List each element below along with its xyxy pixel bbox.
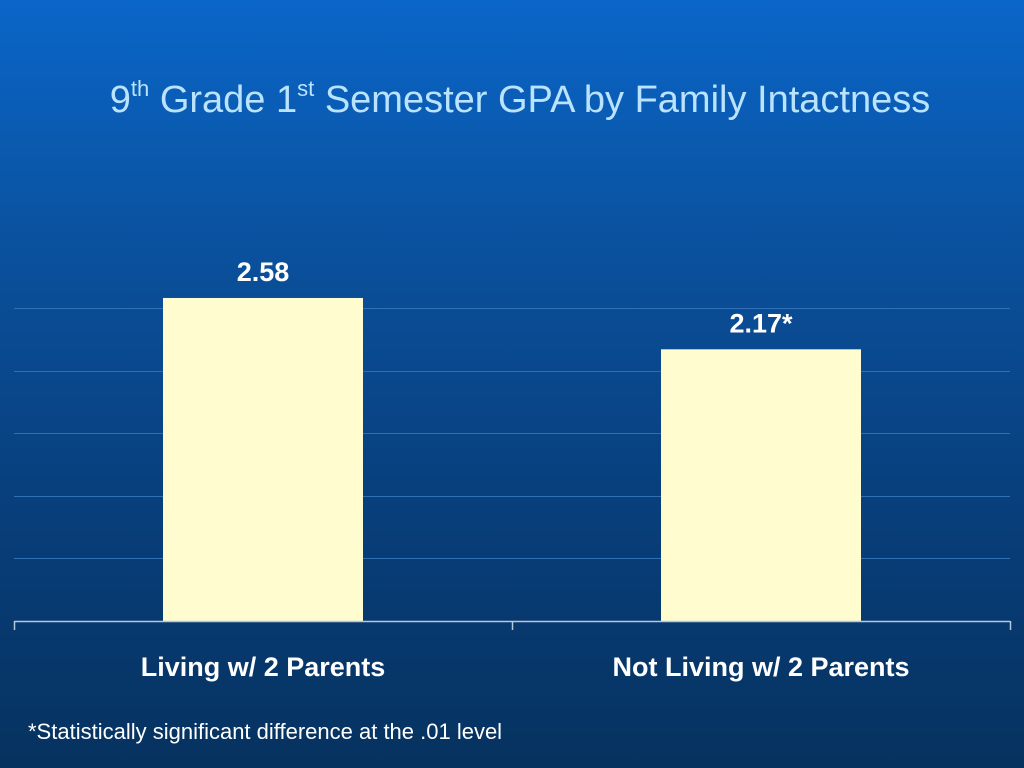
title-grade-number: 9 [109, 79, 131, 121]
title-grade-text: Grade 1 [149, 79, 298, 121]
title-semester-text: Semester GPA by Family Intactness [314, 79, 931, 121]
title-superscript-st: st [297, 76, 315, 101]
chart-title: 9th Grade 1st Semester GPA by Family Int… [0, 76, 1024, 124]
footnote: *Statistically significant difference at… [28, 719, 503, 744]
data-label-2: 2.17* [729, 308, 793, 338]
x-tick-label-2: Not Living w/ 2 Parents [612, 652, 909, 682]
bar-2 [661, 349, 861, 621]
x-tick-label-1: Living w/ 2 Parents [141, 652, 386, 682]
title-superscript-th: th [130, 76, 150, 101]
data-label-1: 2.58 [237, 257, 290, 287]
bar-1 [163, 297, 363, 621]
